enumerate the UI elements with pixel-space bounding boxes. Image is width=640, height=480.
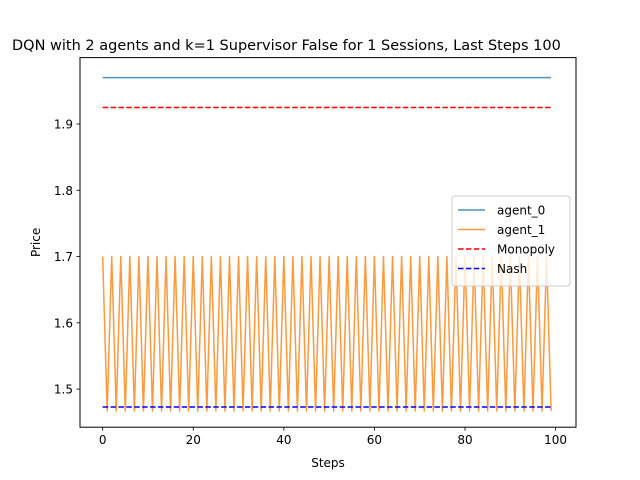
legend-box [451,195,571,287]
x-tick-label: 100 [544,433,567,447]
x-tick-label: 60 [367,433,382,447]
y-tick-label: 1.9 [54,118,73,132]
x-axis: 0 20 40 60 80 100 [99,427,567,447]
legend: agent_0 agent_1 Monopoly Nash [451,195,571,287]
legend-label: agent_1 [497,223,545,237]
y-tick-label: 1.7 [54,250,73,264]
legend-label: Nash [497,262,527,276]
legend-label: Monopoly [497,243,555,257]
x-tick-label: 80 [457,433,472,447]
y-tick-label: 1.5 [54,383,73,397]
series-line-agent-1 [101,255,552,412]
x-tick-label: 0 [99,433,107,447]
x-axis-label: Steps [311,456,345,470]
chart-title: DQN with 2 agents and k=1 Supervisor Fal… [12,38,561,54]
y-tick-label: 1.6 [54,316,73,330]
legend-label: agent_0 [497,204,545,218]
y-tick-label: 1.8 [54,184,73,198]
axes-frame [79,57,577,428]
plot-area [101,76,552,412]
x-tick-label: 20 [186,433,201,447]
y-axis-label: Price [29,228,43,257]
y-axis: 1.5 1.6 1.7 1.8 1.9 [54,118,80,397]
x-tick-label: 40 [276,433,291,447]
